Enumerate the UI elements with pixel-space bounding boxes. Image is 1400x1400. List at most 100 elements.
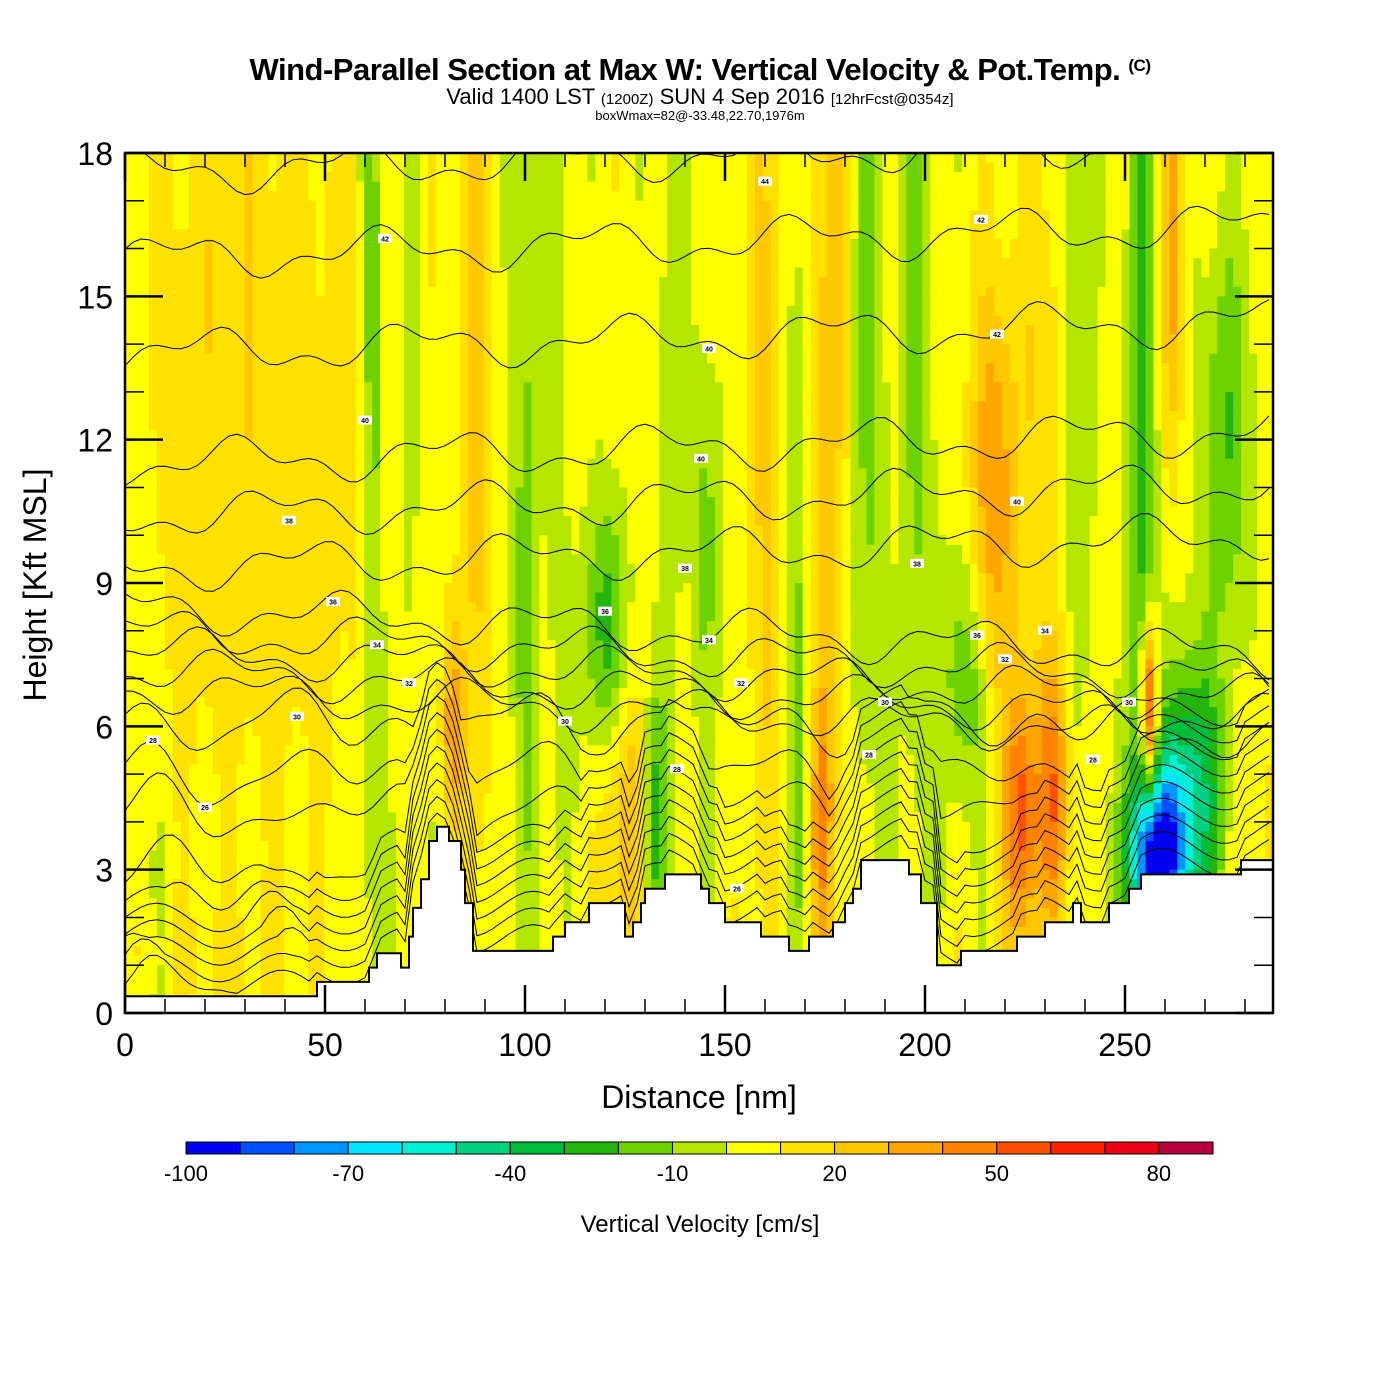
field-cell bbox=[778, 219, 788, 231]
field-cell bbox=[435, 468, 445, 479]
field-cell bbox=[1097, 258, 1107, 269]
field-cell bbox=[555, 239, 565, 250]
field-cell bbox=[555, 191, 565, 202]
field-cell bbox=[252, 200, 262, 211]
field-cell bbox=[427, 353, 437, 364]
field-cell bbox=[340, 344, 349, 355]
field-cell bbox=[427, 296, 437, 307]
field-cell bbox=[523, 420, 533, 431]
field-cell bbox=[1257, 382, 1266, 393]
field-cell bbox=[443, 334, 453, 345]
field-cell bbox=[1241, 258, 1250, 269]
field-cell bbox=[156, 181, 166, 192]
field-cell bbox=[834, 229, 844, 240]
field-cell bbox=[435, 267, 445, 278]
field-cell bbox=[938, 239, 947, 250]
field-cell bbox=[954, 277, 963, 288]
field-cell bbox=[730, 430, 740, 441]
field-cell bbox=[1225, 391, 1234, 403]
field-cell bbox=[1177, 458, 1186, 469]
field-cell bbox=[1017, 382, 1027, 393]
field-cell bbox=[1169, 162, 1178, 173]
field-cell bbox=[1113, 200, 1123, 211]
field-cell bbox=[284, 210, 294, 221]
field-cell bbox=[794, 353, 804, 364]
field-cell bbox=[659, 267, 668, 278]
field-cell bbox=[491, 239, 501, 250]
field-cell bbox=[930, 219, 939, 231]
field-cell bbox=[1105, 449, 1115, 460]
field-cell bbox=[1097, 210, 1107, 221]
field-cell bbox=[1033, 363, 1043, 374]
field-cell bbox=[228, 325, 238, 336]
field-cell bbox=[1081, 372, 1091, 383]
field-cell bbox=[603, 181, 612, 192]
field-cell bbox=[691, 200, 700, 211]
field-cell bbox=[866, 439, 875, 450]
field-cell bbox=[1033, 248, 1043, 259]
field-cell bbox=[1209, 248, 1218, 259]
field-cell bbox=[308, 200, 317, 211]
field-cell bbox=[220, 200, 230, 211]
field-cell bbox=[627, 420, 636, 431]
field-cell bbox=[1129, 210, 1139, 221]
field-cell bbox=[1025, 382, 1035, 393]
field-cell bbox=[826, 401, 836, 412]
field-cell bbox=[730, 458, 740, 469]
field-cell bbox=[380, 305, 389, 317]
field-cell bbox=[276, 391, 286, 403]
field-cell bbox=[706, 172, 716, 183]
field-cell bbox=[1137, 210, 1147, 221]
field-cell bbox=[1113, 153, 1123, 164]
field-cell bbox=[970, 401, 979, 412]
field-cell bbox=[451, 229, 461, 240]
field-cell bbox=[164, 162, 174, 173]
field-cell bbox=[412, 286, 421, 297]
field-cell bbox=[962, 439, 971, 450]
field-cell bbox=[324, 401, 333, 412]
field-cell bbox=[818, 430, 828, 441]
field-cell bbox=[132, 401, 142, 412]
field-cell bbox=[412, 200, 421, 211]
field-cell bbox=[1121, 363, 1131, 374]
field-cell bbox=[579, 353, 588, 364]
field-cell bbox=[499, 449, 509, 460]
field-cell bbox=[962, 248, 971, 259]
field-cell bbox=[571, 439, 581, 450]
field-cell bbox=[156, 162, 166, 173]
field-cell bbox=[794, 315, 804, 326]
field-cell bbox=[1177, 239, 1186, 250]
field-cell bbox=[1161, 286, 1170, 297]
field-cell bbox=[1017, 315, 1027, 326]
field-cell bbox=[794, 305, 804, 317]
field-cell bbox=[531, 401, 541, 412]
field-cell bbox=[148, 239, 158, 250]
field-cell bbox=[922, 286, 931, 297]
field-cell bbox=[188, 200, 198, 211]
field-cell bbox=[1089, 153, 1099, 164]
field-cell bbox=[364, 258, 373, 269]
field-cell bbox=[228, 468, 238, 479]
field-cell bbox=[491, 372, 501, 383]
field-cell bbox=[1145, 401, 1155, 412]
field-cell bbox=[1185, 277, 1194, 288]
field-cell bbox=[252, 248, 262, 259]
field-cell bbox=[738, 420, 748, 431]
field-cell bbox=[459, 353, 469, 364]
field-cell bbox=[834, 258, 844, 269]
field-cell bbox=[818, 334, 828, 345]
field-cell bbox=[228, 344, 238, 355]
field-cell bbox=[180, 334, 190, 345]
field-cell bbox=[794, 267, 804, 278]
field-cell bbox=[1089, 439, 1099, 450]
field-cell bbox=[730, 153, 740, 164]
field-cell bbox=[882, 344, 891, 355]
field-cell bbox=[427, 229, 437, 240]
field-cell bbox=[834, 449, 844, 460]
field-cell bbox=[348, 267, 357, 278]
field-cell bbox=[906, 172, 915, 183]
field-cell bbox=[667, 286, 676, 297]
field-cell bbox=[324, 153, 333, 164]
field-cell bbox=[547, 229, 557, 240]
field-cell bbox=[140, 458, 150, 469]
